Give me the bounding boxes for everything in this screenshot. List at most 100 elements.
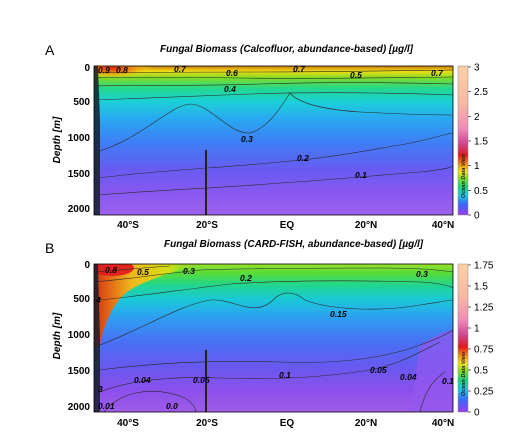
- contour-label: 0.7: [431, 68, 444, 78]
- contour-label: 0.8: [116, 65, 128, 75]
- colorbar-tick-label: 0.25: [474, 387, 494, 398]
- panel-label-b: B: [45, 240, 54, 256]
- panel-b-contour-labels: 0.8 0.5 0.3 0.2 0.3 4 0.15 0.1 0.05 0.04…: [95, 265, 454, 411]
- contour-label: 0.6: [226, 68, 238, 78]
- contour-label: 0.7: [174, 64, 187, 74]
- y-tick: 1500: [68, 169, 91, 180]
- y-tick: 0: [84, 63, 90, 74]
- colorbar-tick-label: 2.5: [474, 87, 488, 98]
- colorbar-a-watermark: Ocean Data View: [461, 153, 467, 198]
- panel-b-bathymetry-left: [94, 264, 100, 412]
- colorbar-a-scale: [457, 65, 469, 216]
- panel-b-y-axis-label: Depth [m]: [52, 312, 63, 359]
- x-tick: 20°S: [196, 220, 218, 231]
- colorbar-tick-label: 2: [474, 112, 480, 123]
- contour-label: 0.7: [293, 64, 306, 74]
- colorbar-a-ticks: 0 0.5 1 1.5 2 2.5 3: [468, 63, 488, 222]
- panel-b-title: Fungal Biomass (CARD-FISH, abundance-bas…: [164, 239, 424, 250]
- contour-label: 0.4: [224, 84, 236, 94]
- contour-label: 0.0: [166, 401, 178, 411]
- contour-label: 0.3: [183, 266, 195, 276]
- colorbar-b-watermark: Ocean Data View: [461, 351, 467, 396]
- panel-b-plot: [94, 264, 453, 412]
- panel-a-contour-labels: 0.9 0.8 0.7 0.6 0.7 0.5 0.7 0.4 0.3 0.2 …: [98, 64, 444, 180]
- panel-b: B Fungal Biomass (CARD-FISH, abundance-b…: [45, 239, 494, 429]
- x-tick: EQ: [280, 220, 295, 231]
- colorbar-tick-label: 0.5: [474, 366, 488, 377]
- y-tick: 2000: [68, 204, 91, 215]
- contour-label: 0.5: [350, 70, 362, 80]
- panel-a-bathymetry-ridge: [205, 150, 207, 215]
- x-tick: 40°S: [117, 220, 139, 231]
- panel-a-title: Fungal Biomass (Calcofluor, abundance-ba…: [160, 44, 414, 55]
- panel-b-x-ticks: 40°S 20°S EQ 20°N 40°N: [117, 418, 454, 429]
- contour-label: 0.5: [137, 267, 149, 277]
- panel-a: A Fungal Biomass (Calcofluor, abundance-…: [45, 42, 488, 231]
- x-tick: 40°S: [117, 418, 139, 429]
- panel-b-frame: [93, 263, 454, 413]
- contour-label: 4: [95, 295, 101, 305]
- panel-b-field: [94, 264, 453, 412]
- contour-label: 0.2: [240, 273, 252, 283]
- panel-a-y-ticks: 0 500 1000 1500 2000: [68, 63, 91, 215]
- contour-label: 0.3: [241, 134, 253, 144]
- colorbar-tick-label: 1.5: [474, 137, 488, 148]
- panel-b-contour-lines: [94, 265, 453, 412]
- y-tick: 0: [84, 260, 90, 271]
- panel-a-frame: [93, 65, 454, 216]
- colorbar-b-scale: [457, 263, 469, 413]
- panel-a-y-axis-label: Depth [m]: [52, 116, 63, 163]
- panel-a-x-ticks: 40°S 20°S EQ 20°N 40°N: [117, 220, 454, 231]
- panel-b-y-ticks: 0 500 1000 1500 2000: [68, 260, 91, 413]
- x-tick: 40°N: [432, 418, 454, 429]
- panel-b-colorbar: Ocean Data View 0 0.25 0.5 0.75 1 1.25 1.5 1.75: [457, 261, 494, 419]
- colorbar-tick-label: 0: [474, 408, 480, 419]
- panel-a-colorbar: Ocean Data View 0 0.5 1 1.5 2 2.5 3: [457, 63, 488, 222]
- contour-label: 0.8: [105, 265, 117, 275]
- contour-label: 3: [98, 384, 103, 394]
- panel-b-bathymetry-ridge: [205, 350, 207, 412]
- contour-label: 0.1: [442, 376, 454, 386]
- colorbar-tick-label: 1.75: [474, 261, 494, 272]
- y-tick: 1500: [68, 366, 91, 377]
- panel-b-hotspot: [94, 264, 200, 350]
- contour-label: 0.2: [297, 153, 309, 163]
- panel-a-contour-lines: [94, 69, 453, 196]
- y-tick: 500: [73, 97, 90, 108]
- colorbar-tick-label: 3: [474, 63, 480, 74]
- y-tick: 1000: [68, 133, 91, 144]
- contour-label: 0.05: [193, 375, 210, 385]
- contour-label: 0.05: [370, 365, 387, 375]
- colorbar-tick-label: 1: [474, 324, 480, 335]
- panel-a-field: [94, 66, 453, 215]
- y-tick: 500: [73, 294, 90, 305]
- contour-label: 0.04: [400, 372, 417, 382]
- colorbar-tick-label: 1.5: [474, 282, 488, 293]
- contour-label: 0.3: [416, 269, 428, 279]
- y-tick: 2000: [68, 402, 91, 413]
- panel-b-hotspot-core: [94, 264, 134, 276]
- panel-a-plot: [94, 66, 453, 215]
- colorbar-b-ticks: 0 0.25 0.5 0.75 1 1.25 1.5 1.75: [468, 261, 494, 419]
- x-tick: 20°N: [355, 220, 377, 231]
- contour-label: 0.1: [355, 170, 367, 180]
- x-tick: 20°S: [196, 418, 218, 429]
- y-tick: 1000: [68, 330, 91, 341]
- panel-b-deep-right: [410, 330, 453, 412]
- panel-label-a: A: [45, 42, 55, 58]
- x-tick: EQ: [280, 418, 295, 429]
- contour-label: 0.9: [98, 65, 110, 75]
- colorbar-tick-label: 0: [474, 211, 480, 222]
- panel-a-hotspot: [94, 66, 152, 78]
- contour-label: 0.1: [279, 370, 291, 380]
- x-tick: 40°N: [432, 220, 454, 231]
- colorbar-tick-label: 1: [474, 161, 480, 172]
- contour-label: 0.15: [330, 309, 347, 319]
- contour-label: 0.01: [98, 401, 115, 411]
- colorbar-tick-label: 1.25: [474, 303, 494, 314]
- contour-label: 0.04: [134, 375, 151, 385]
- colorbar-tick-label: 0.75: [474, 345, 494, 356]
- x-tick: 20°N: [355, 418, 377, 429]
- colorbar-tick-label: 0.5: [474, 186, 488, 197]
